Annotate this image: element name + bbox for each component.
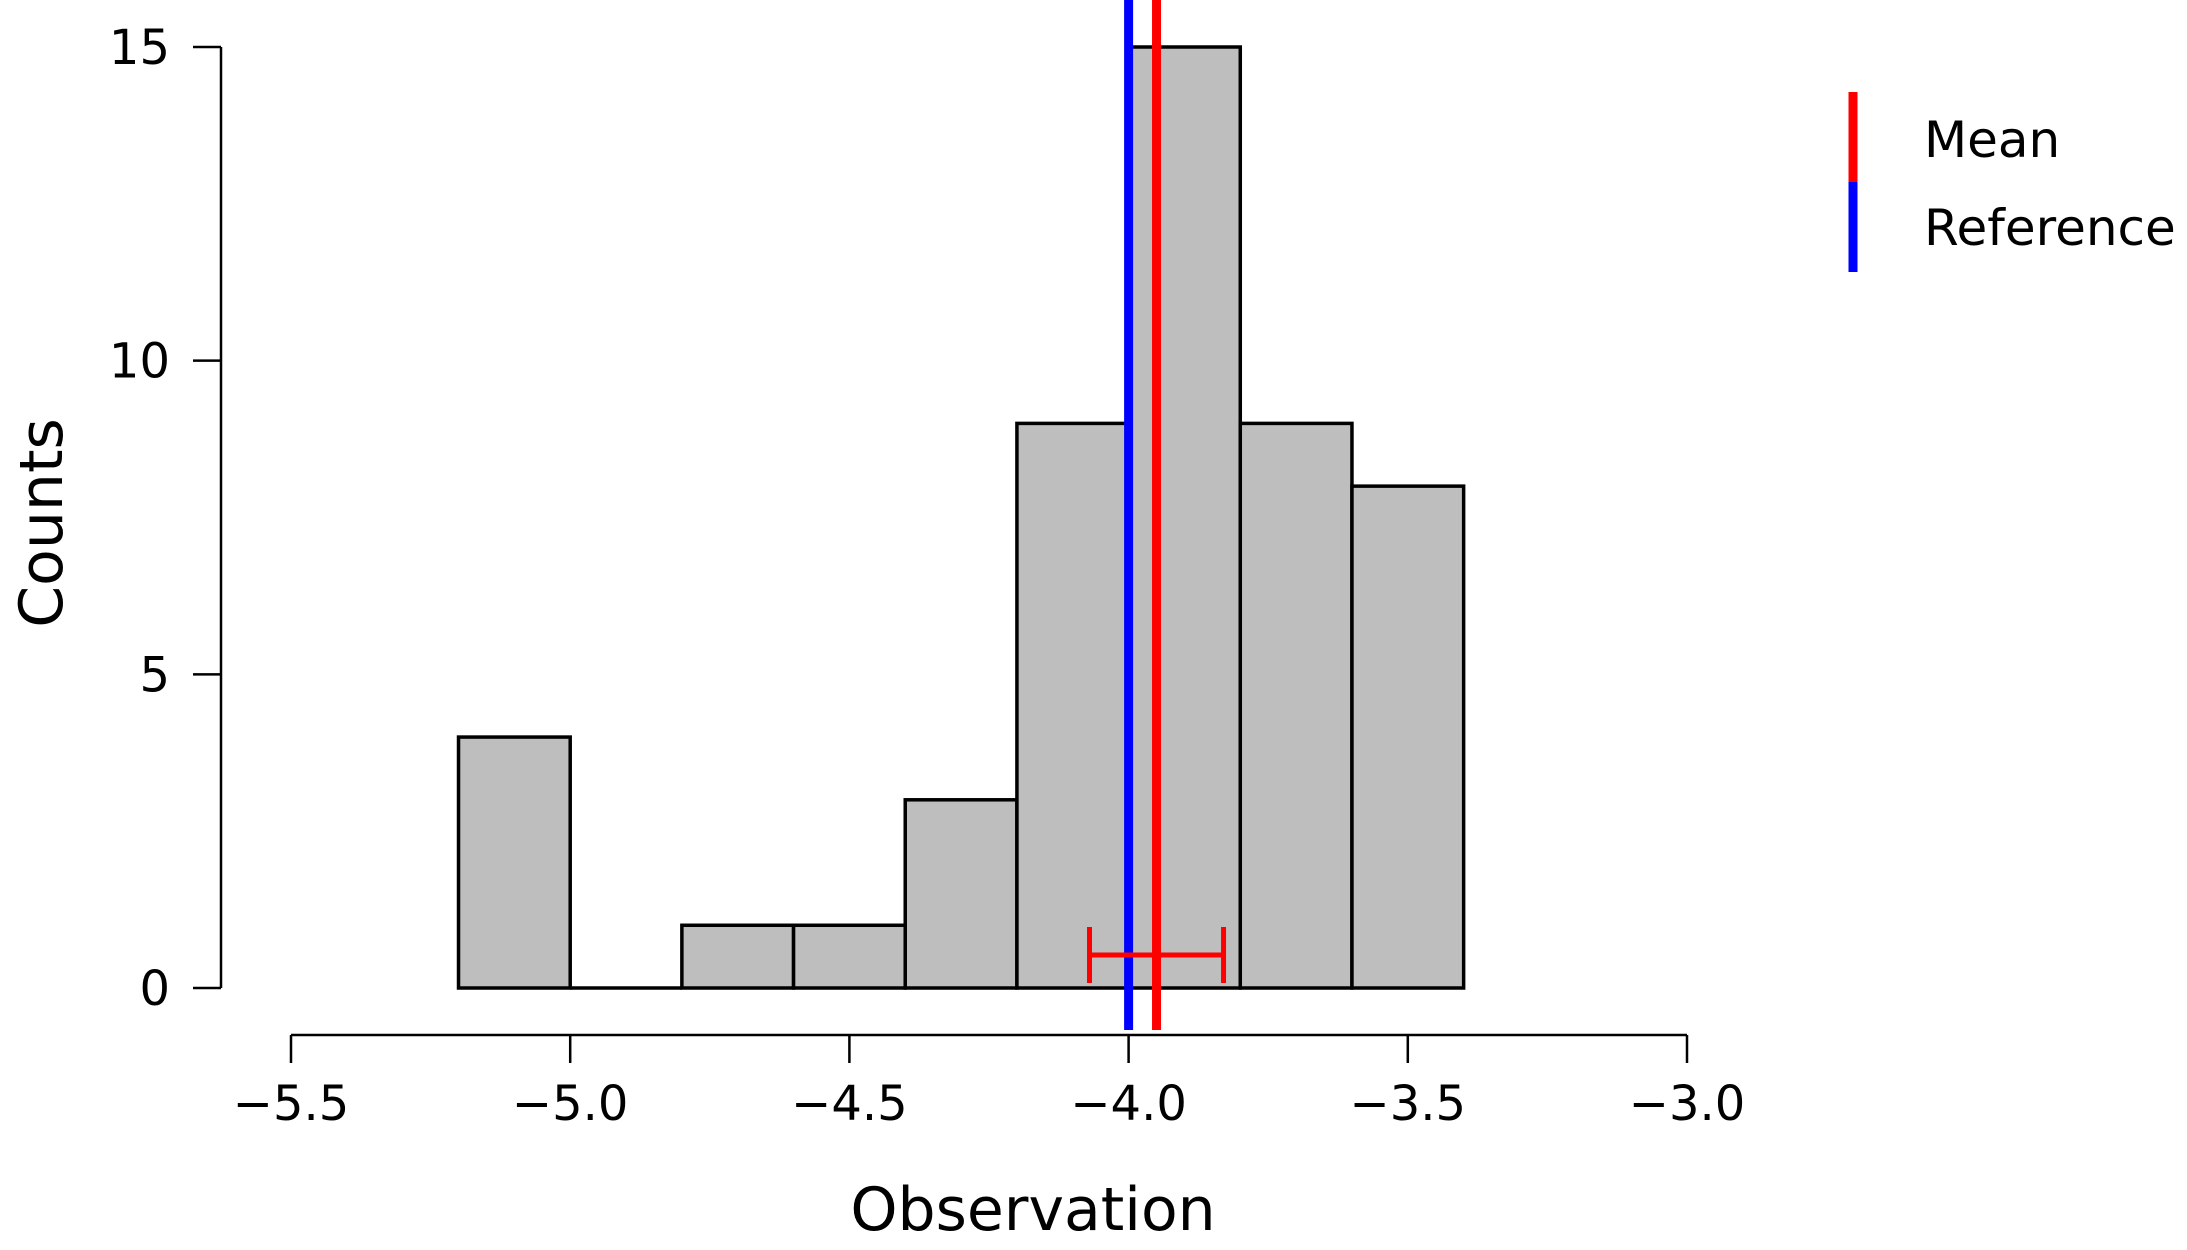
x-tick-label: −3.0 xyxy=(1629,1076,1746,1132)
legend-reference-label: Reference xyxy=(1924,199,2176,257)
x-axis: −5.5 −5.0 −4.5 −4.0 −3.5 −3.0 xyxy=(233,1033,1746,1132)
legend: Mean Reference xyxy=(1848,92,2176,272)
y-axis: 0 5 10 15 xyxy=(109,20,223,1017)
x-tick-label: −5.0 xyxy=(512,1076,629,1132)
x-tick-label: −3.5 xyxy=(1350,1076,1467,1132)
legend-mean-label: Mean xyxy=(1924,111,2060,169)
y-tick-label: 10 xyxy=(109,334,170,390)
histogram-bars xyxy=(456,45,1466,990)
x-tick-label: −5.5 xyxy=(233,1076,350,1132)
histogram-bar xyxy=(456,735,572,990)
histogram-bar xyxy=(1238,421,1354,990)
y-tick-label: 0 xyxy=(139,961,170,1017)
y-tick-label: 15 xyxy=(109,20,170,76)
histogram-bar xyxy=(791,923,907,990)
x-tick-label: −4.0 xyxy=(1070,1076,1187,1132)
x-tick-label: −4.5 xyxy=(791,1076,908,1132)
histogram-bar xyxy=(1015,421,1131,990)
x-axis-title: Observation xyxy=(850,1175,1215,1245)
reference-markers xyxy=(1087,0,1227,1030)
y-axis-title: Counts xyxy=(7,418,77,627)
histogram-bar xyxy=(680,923,796,990)
histogram-bar xyxy=(1350,484,1466,990)
histogram-bar xyxy=(1126,45,1243,990)
y-tick-label: 5 xyxy=(139,647,170,703)
histogram-bar xyxy=(903,798,1019,990)
